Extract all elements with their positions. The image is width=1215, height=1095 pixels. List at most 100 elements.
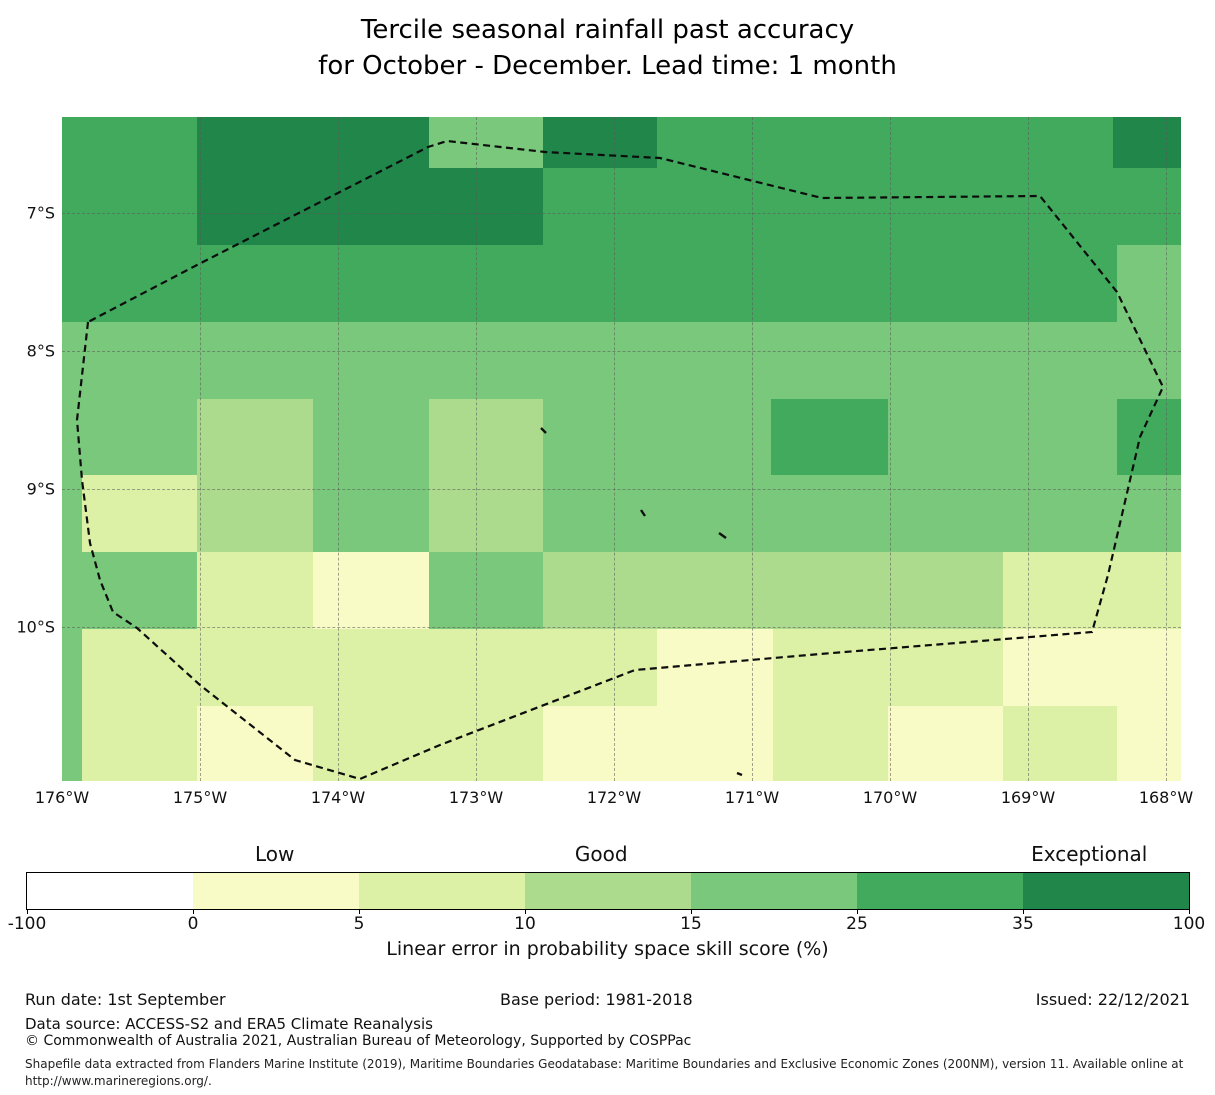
colorbar (26, 872, 1190, 910)
map-cell (543, 706, 773, 781)
colorbar-class-label: Exceptional (1031, 842, 1148, 866)
colorbar-tick-label: -100 (7, 914, 47, 934)
gridline (338, 117, 339, 781)
y-tick-label: 10°S (16, 617, 55, 637)
map-cell (197, 475, 313, 552)
x-tick-label: 173°W (448, 788, 504, 807)
colorbar-segment (193, 873, 359, 909)
map-panel (62, 117, 1181, 781)
colorbar-tick-label: 10 (514, 914, 536, 934)
y-tick-label: 8°S (26, 341, 55, 361)
gridline (476, 117, 477, 781)
map-cell (543, 399, 771, 475)
colorbar-tick-mark (691, 909, 692, 914)
island-mark (736, 771, 743, 777)
x-tick-label: 175°W (172, 788, 228, 807)
map-overlay (75, 139, 1165, 781)
map-cell (62, 168, 197, 245)
x-tick-label: 171°W (724, 788, 780, 807)
map-cell (62, 475, 82, 552)
gridline (200, 117, 201, 781)
colorbar-segment (691, 873, 857, 909)
map-cell (1003, 706, 1117, 781)
colorbar-tick-label: 5 (353, 914, 365, 934)
map-cell (82, 475, 197, 552)
gridline (62, 351, 1181, 352)
colorbar-tick-label: 100 (1172, 914, 1206, 934)
colorbar-tick-mark (1189, 909, 1190, 914)
map-cell (313, 399, 429, 475)
map-cell (429, 117, 543, 168)
map-cell (62, 552, 197, 629)
map-cell (197, 168, 543, 245)
gridline (614, 117, 615, 781)
island-mark (540, 427, 547, 434)
colorbar-segment (359, 873, 525, 909)
map-cell (1117, 706, 1181, 781)
copyright-text: © Commonwealth of Australia 2021, Austra… (25, 1033, 692, 1049)
map-cell (62, 399, 197, 475)
map-cell (1117, 245, 1181, 322)
map-cell (1117, 399, 1181, 475)
map-cell (197, 706, 313, 781)
chart-title-line2: for October - December. Lead time: 1 mon… (318, 51, 897, 81)
island-mark (718, 532, 727, 539)
gridline (890, 117, 891, 781)
gridline (62, 489, 1181, 490)
x-tick-label: 170°W (862, 788, 918, 807)
run-date-text: Run date: 1st September (25, 990, 226, 1009)
base-period-text: Base period: 1981-2018 (500, 990, 693, 1009)
map-cell (197, 399, 313, 475)
y-tick-label: 7°S (26, 203, 55, 223)
colorbar-segment (27, 873, 193, 909)
chart-title-line1: Tercile seasonal rainfall past accuracy (360, 15, 855, 45)
colorbar-tick-label: 35 (1012, 914, 1034, 934)
colorbar-segment (1023, 873, 1189, 909)
colorbar-tick-mark (27, 909, 28, 914)
map-cell (888, 706, 1003, 781)
colorbar-tick-mark (359, 909, 360, 914)
map-cell (62, 245, 1117, 322)
map-cell (313, 475, 429, 552)
gridline (1028, 117, 1029, 781)
x-tick-label: 168°W (1138, 788, 1194, 807)
map-cell (771, 399, 888, 475)
map-cell (82, 706, 197, 781)
map-cell (62, 629, 82, 706)
x-tick-label: 169°W (1000, 788, 1056, 807)
colorbar-axis-label: Linear error in probability space skill … (386, 938, 829, 960)
colorbar-tick-mark (857, 909, 858, 914)
colorbar-class-label: Good (574, 842, 628, 866)
map-cell (1003, 552, 1181, 629)
eez-boundary-line (75, 139, 1165, 781)
gridline (62, 627, 1181, 628)
colorbar-tick-label: 15 (680, 914, 702, 934)
island-mark (640, 509, 646, 517)
map-cell (543, 168, 1181, 245)
map-cell (657, 117, 1113, 168)
colorbar-tick-label: 25 (846, 914, 868, 934)
map-cell (543, 552, 1003, 629)
issued-text: Issued: 22/12/2021 (1035, 990, 1190, 1009)
colorbar-segment (857, 873, 1023, 909)
gridline (62, 213, 1181, 214)
colorbar-tick-mark (1023, 909, 1024, 914)
map-cell (1113, 117, 1181, 168)
y-tick-label: 9°S (26, 479, 55, 499)
map-cell (543, 475, 1181, 552)
colorbar-class-label: Low (254, 842, 295, 866)
map-cell (429, 552, 543, 629)
colorbar-segment (525, 873, 691, 909)
data-source-text: Data source: ACCESS-S2 and ERA5 Climate … (25, 1015, 433, 1033)
map-cell (62, 117, 197, 168)
map-cell (773, 706, 888, 781)
shapefile-note-line2: http://www.marineregions.org/. (25, 1074, 212, 1088)
x-tick-label: 174°W (310, 788, 366, 807)
map-cell (313, 552, 429, 629)
map-cell (197, 117, 429, 168)
colorbar-tick-mark (525, 909, 526, 914)
map-cell (313, 706, 543, 781)
map-cell (62, 322, 1181, 399)
map-cell (62, 706, 82, 781)
colorbar-tick-mark (193, 909, 194, 914)
